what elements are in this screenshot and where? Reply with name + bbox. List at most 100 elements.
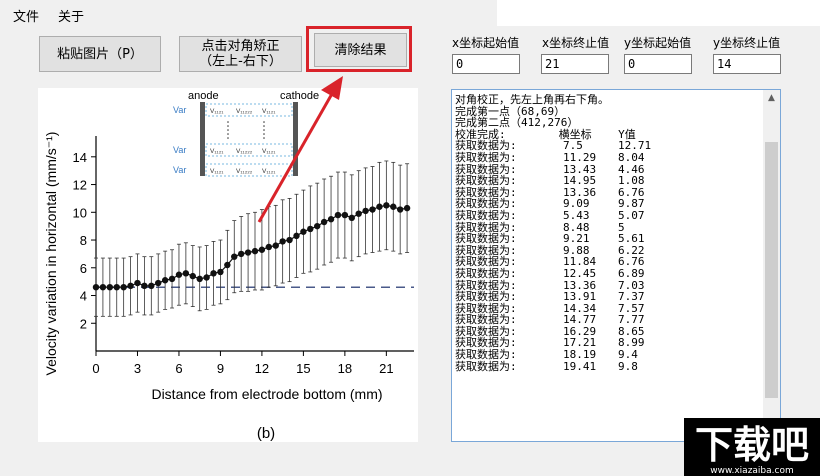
inset-cell: V₁₁₂₁: [262, 148, 276, 155]
inset-anode-label: anode: [188, 90, 219, 102]
log-row-y: 6.76: [618, 255, 645, 269]
inset-row-box: [205, 163, 293, 177]
log-row: 获取数据为: 11.84 6.76: [455, 256, 760, 268]
log-row-prefix: 获取数据为:: [455, 301, 517, 315]
x-axis-label: Distance from electrode bottom (mm): [151, 386, 382, 402]
inset-cell: V₁₁₂₁: [210, 108, 224, 115]
log-row-x: 8.48: [563, 220, 590, 234]
x-tick-label: 18: [338, 361, 352, 376]
data-point: [376, 203, 383, 210]
log-row-y: 9.4: [618, 348, 638, 362]
x-tick-label: 9: [217, 361, 224, 376]
data-point: [355, 210, 362, 217]
log-row-x: 9.88: [563, 243, 590, 257]
data-point: [148, 282, 155, 290]
log-row-x: 13.36: [563, 278, 597, 292]
scroll-up-icon[interactable]: ▲: [768, 93, 775, 103]
log-row-y: 4.46: [618, 162, 645, 176]
inset-cell: V₁₁₂₂₂: [236, 108, 253, 115]
data-point: [334, 211, 342, 219]
data-point: [189, 272, 196, 280]
inset-anode-bar: [200, 102, 205, 176]
y-start-input[interactable]: 0: [624, 54, 692, 74]
menu-file[interactable]: 文件: [13, 10, 40, 25]
inset-dot: [227, 125, 229, 127]
inset-cell: V₁₁₂₂₂: [236, 168, 253, 175]
log-row: 获取数据为: 9.21 5.61: [455, 233, 760, 245]
arrow-icon: [257, 76, 343, 223]
x-end-input[interactable]: 21: [541, 54, 609, 74]
log-header-line: 对角校正，先左上角再右下角。: [455, 94, 609, 106]
log-row-x: 14.77: [563, 313, 597, 327]
highlight-box: [306, 26, 412, 72]
inset-cell: V₁₁₂₁: [210, 148, 224, 155]
data-point: [383, 202, 390, 209]
figure-caption: (b): [257, 425, 275, 442]
y-end-input[interactable]: 14: [713, 54, 781, 74]
log-row-y: 5: [618, 220, 625, 234]
diagonal-label-line2: （左上-右下）: [199, 54, 282, 69]
inset-dot: [227, 137, 229, 139]
log-row-x: 14.34: [563, 301, 597, 315]
y-tick-label: 12: [73, 178, 87, 193]
data-point: [390, 203, 397, 210]
velocity-chart: 2 4 6 8 10 12 14 0 3 6 9 12 15 18 21 Distance from elec…: [43, 90, 414, 442]
paste-image-button[interactable]: 粘贴图片（P）: [39, 36, 161, 72]
log-row-y: 6.89: [618, 266, 645, 280]
data-point: [327, 216, 335, 223]
data-point: [155, 279, 162, 287]
results-log[interactable]: 对角校正，先左上角再右下角。 完成第一点（68,69） 完成第二点（412,276）…: [451, 89, 781, 442]
log-row-x: 5.43: [563, 208, 590, 222]
x-start-label: x坐标起始值: [452, 36, 520, 50]
log-row-x: 11.29: [563, 150, 597, 164]
inset-dot: [263, 137, 265, 139]
log-row: 获取数据为: 5.43 5.07: [455, 210, 760, 222]
data-point: [244, 249, 252, 256]
log-row-prefix: 获取数据为:: [455, 232, 517, 246]
watermark-brand: 下载吧: [695, 423, 809, 467]
x-tick-label: 21: [379, 361, 393, 376]
scroll-thumb[interactable]: [765, 142, 778, 398]
inset-cathode-label: cathode: [280, 90, 319, 102]
log-row-y: 12.71: [618, 139, 652, 153]
data-point: [265, 243, 273, 251]
log-row-x: 11.84: [563, 255, 597, 269]
data-point: [231, 253, 238, 260]
data-point: [300, 228, 307, 235]
inset-cell: V₁₁₂₁: [262, 168, 276, 175]
data-point: [106, 283, 114, 291]
log-row: 获取数据为: 9.88 6.22: [455, 243, 760, 257]
data-point: [120, 283, 127, 291]
log-row-prefix: 获取数据为:: [455, 185, 517, 199]
log-row: 获取数据为: 19.41 9.8: [455, 360, 760, 373]
inset-dot: [227, 133, 229, 135]
log-row-y: 1.08: [618, 174, 645, 188]
log-row-y: 7.57: [618, 301, 645, 315]
clear-results-button[interactable]: 清除结果: [314, 33, 407, 67]
log-row-y: 7.37: [618, 290, 645, 304]
log-row: 获取数据为: 13.36 6.76: [455, 185, 760, 199]
diagonal-correction-button[interactable]: 点击对角矫正 （左上-右下）: [179, 36, 302, 72]
y-end-label: y坐标终止值: [713, 36, 781, 50]
inset-dot: [263, 129, 265, 131]
results-log-text: 对角校正，先左上角再右下角。 完成第一点（68,69） 完成第二点（412,276）…: [455, 94, 760, 439]
data-point: [127, 282, 134, 290]
data-point: [293, 232, 300, 240]
y-tick-label: 8: [80, 233, 87, 248]
y-axis-label: Velocity variation in horizontal (mm/s⁻¹…: [43, 132, 59, 376]
x-start-input[interactable]: 0: [452, 54, 520, 74]
pasted-image[interactable]: 2 4 6 8 10 12 14 0 3 6 9 12 15 18 21 Distance from elec…: [38, 88, 418, 442]
x-tick-label: 0: [92, 361, 99, 376]
data-point: [272, 242, 279, 249]
data-point: [341, 211, 349, 219]
log-row-prefix: 获取数据为:: [455, 290, 517, 304]
data-point: [92, 283, 100, 291]
log-row-prefix: 获取数据为:: [455, 255, 517, 269]
log-scrollbar[interactable]: ▲ ▼: [763, 90, 780, 441]
menu-about[interactable]: 关于: [58, 10, 85, 25]
log-row-x: 13.91: [563, 290, 597, 304]
log-row-prefix: 获取数据为:: [455, 278, 517, 292]
data-point: [251, 247, 259, 255]
log-row: 获取数据为: 18.19 9.4: [455, 349, 760, 361]
data-point: [113, 283, 120, 291]
